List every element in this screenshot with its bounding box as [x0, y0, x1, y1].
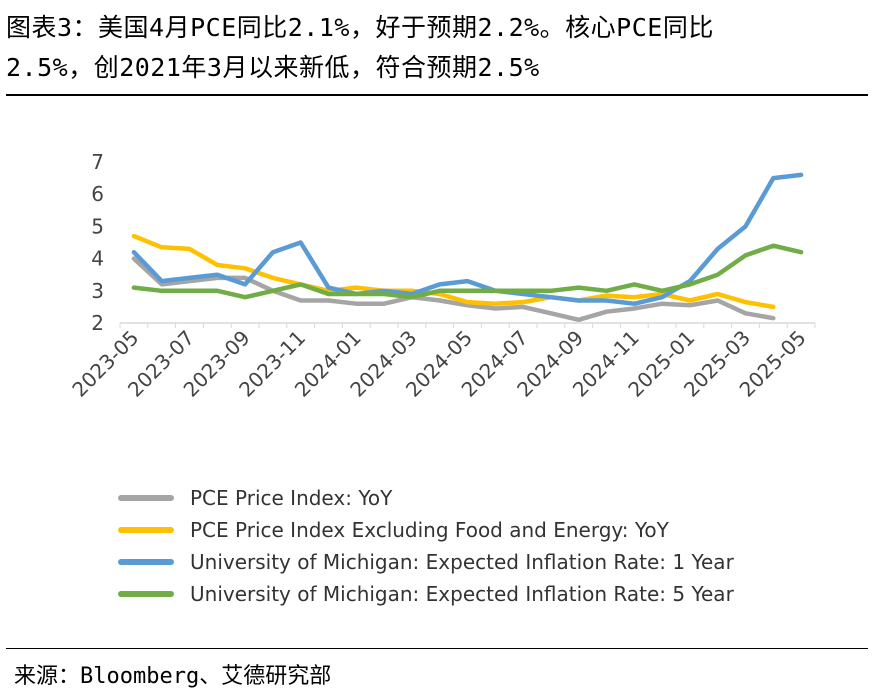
legend-item-pce: PCE Price Index: YoY	[118, 482, 734, 514]
legend-item-umich-1y: University of Michigan: Expected Inflati…	[118, 546, 734, 578]
series-line-1	[131, 233, 776, 310]
legend-label-umich-5y: University of Michigan: Expected Inflati…	[190, 582, 734, 606]
series-line-2	[131, 172, 804, 306]
y-tick-label: 4	[91, 247, 104, 271]
chart-title-box: 图表3：美国4月PCE同比2.1%，好于预期2.2%。核心PCE同比 2.5%，…	[6, 8, 868, 96]
legend-label-umich-1y: University of Michigan: Expected Inflati…	[190, 550, 734, 574]
legend-label-pce: PCE Price Index: YoY	[190, 486, 393, 510]
source-divider	[6, 648, 868, 649]
y-tick-label: 7	[91, 150, 104, 174]
source-note: 来源：Bloomberg、艾德研究部	[14, 664, 332, 689]
legend-swatch-umich-5y	[118, 591, 174, 597]
series-line-0	[131, 256, 776, 323]
legend-item-core-pce: PCE Price Index Excluding Food and Energ…	[118, 514, 734, 546]
series-line-3	[131, 243, 804, 300]
y-tick-label: 6	[91, 182, 104, 206]
legend-label-core-pce: PCE Price Index Excluding Food and Energ…	[190, 518, 669, 542]
y-tick-label: 5	[91, 214, 104, 238]
legend-swatch-pce	[118, 495, 174, 501]
chart-title-line-2: 2.5%，创2021年3月以来新低，符合预期2.5%	[6, 53, 540, 82]
chart-title-line-1: 图表3：美国4月PCE同比2.1%，好于预期2.2%。核心PCE同比	[6, 13, 714, 42]
chart-legend: PCE Price Index: YoY PCE Price Index Exc…	[118, 482, 734, 610]
y-tick-label: 2	[91, 311, 104, 335]
y-tick-label: 3	[91, 279, 104, 303]
legend-item-umich-5y: University of Michigan: Expected Inflati…	[118, 578, 734, 610]
line-chart: 2345672023-052023-072023-092023-112024-0…	[67, 150, 816, 402]
legend-swatch-core-pce	[118, 527, 174, 533]
legend-swatch-umich-1y	[118, 559, 174, 565]
